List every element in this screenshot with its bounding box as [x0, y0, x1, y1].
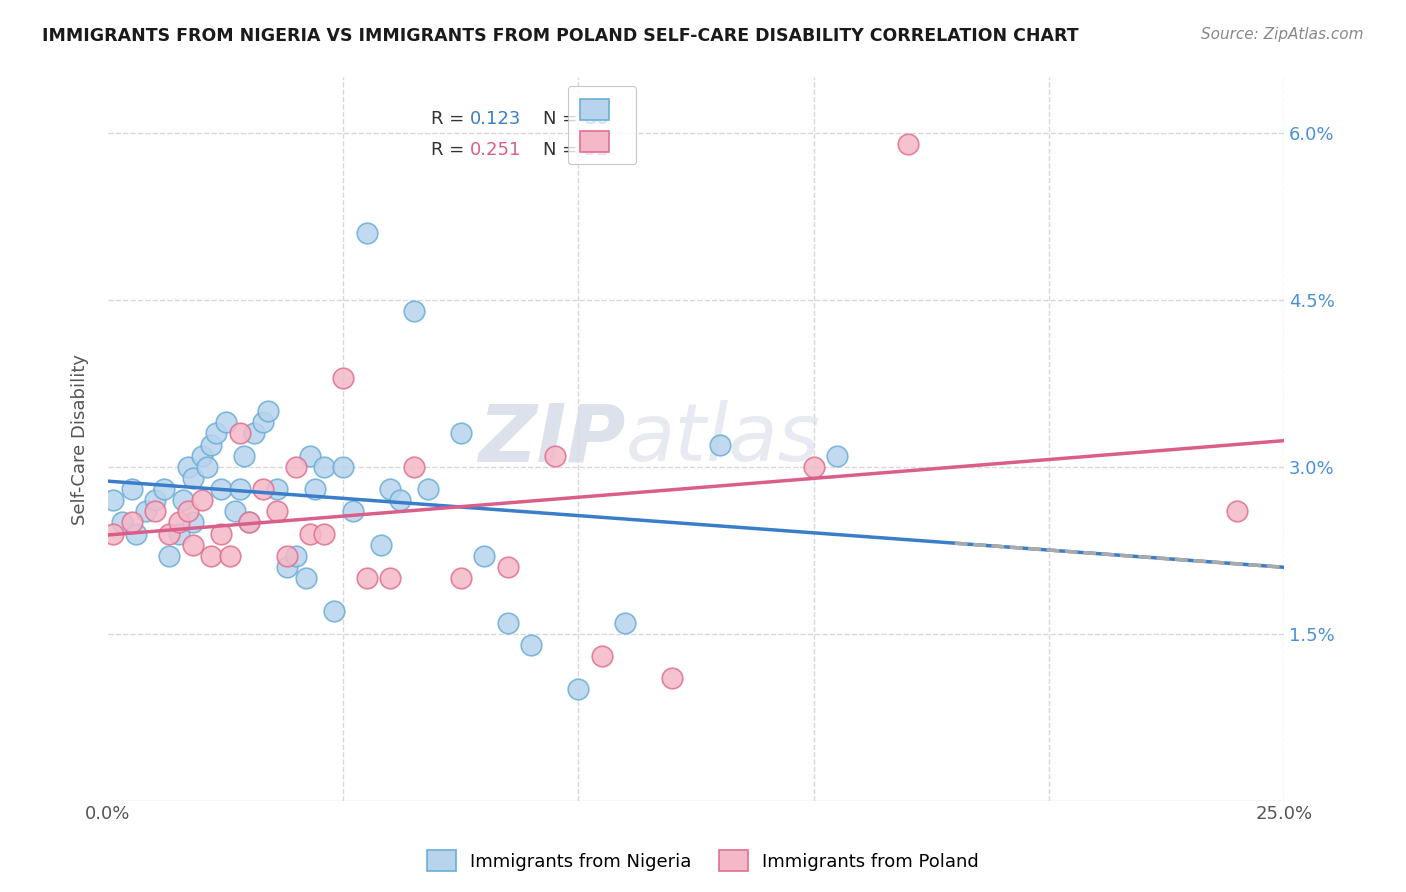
Point	[332, 459, 354, 474]
Point	[322, 605, 344, 619]
Point	[205, 426, 228, 441]
Point	[181, 516, 204, 530]
Legend: , : ,	[568, 87, 637, 164]
Point	[200, 437, 222, 451]
Point	[157, 549, 180, 563]
Point	[257, 404, 280, 418]
Point	[591, 648, 613, 663]
Point	[191, 449, 214, 463]
Point	[614, 615, 637, 630]
Point	[402, 459, 425, 474]
Point	[709, 437, 731, 451]
Point	[380, 571, 402, 585]
Point	[111, 516, 134, 530]
Point	[299, 526, 322, 541]
Point	[121, 516, 143, 530]
Point	[276, 549, 298, 563]
Point	[209, 526, 232, 541]
Point	[238, 516, 260, 530]
Point	[332, 371, 354, 385]
Point	[416, 482, 439, 496]
Text: 31: 31	[585, 141, 609, 159]
Point	[135, 504, 157, 518]
Y-axis label: Self-Care Disability: Self-Care Disability	[72, 353, 89, 524]
Point	[897, 137, 920, 152]
Text: IMMIGRANTS FROM NIGERIA VS IMMIGRANTS FROM POLAND SELF-CARE DISABILITY CORRELATI: IMMIGRANTS FROM NIGERIA VS IMMIGRANTS FR…	[42, 27, 1078, 45]
Point	[661, 671, 683, 685]
Text: R =: R =	[432, 111, 471, 128]
Point	[214, 415, 236, 429]
Point	[266, 482, 288, 496]
Point	[195, 459, 218, 474]
Point	[370, 538, 392, 552]
Point	[299, 449, 322, 463]
Point	[567, 682, 589, 697]
Point	[191, 493, 214, 508]
Point	[167, 526, 190, 541]
Point	[285, 459, 308, 474]
Point	[172, 493, 194, 508]
Point	[276, 560, 298, 574]
Text: N =: N =	[543, 111, 583, 128]
Point	[496, 615, 519, 630]
Point	[402, 304, 425, 318]
Point	[252, 482, 274, 496]
Point	[1226, 504, 1249, 518]
Point	[304, 482, 326, 496]
Point	[121, 482, 143, 496]
Point	[143, 493, 166, 508]
Text: Source: ZipAtlas.com: Source: ZipAtlas.com	[1201, 27, 1364, 42]
Point	[243, 426, 266, 441]
Point	[314, 526, 336, 541]
Point	[228, 426, 250, 441]
Text: atlas: atlas	[626, 400, 820, 478]
Point	[143, 504, 166, 518]
Point	[252, 415, 274, 429]
Point	[544, 449, 567, 463]
Point	[496, 560, 519, 574]
Point	[238, 516, 260, 530]
Point	[294, 571, 316, 585]
Point	[380, 482, 402, 496]
Point	[181, 471, 204, 485]
Point	[224, 504, 246, 518]
Text: 0.251: 0.251	[470, 141, 522, 159]
Point	[266, 504, 288, 518]
Point	[285, 549, 308, 563]
Point	[356, 571, 378, 585]
Point	[101, 493, 124, 508]
Point	[125, 526, 148, 541]
Point	[356, 226, 378, 240]
Point	[181, 538, 204, 552]
Point	[167, 516, 190, 530]
Point	[825, 449, 848, 463]
Text: ZIP: ZIP	[478, 400, 626, 478]
Point	[803, 459, 825, 474]
Point	[157, 526, 180, 541]
Text: R =: R =	[432, 141, 471, 159]
Point	[233, 449, 256, 463]
Point	[219, 549, 242, 563]
Point	[342, 504, 364, 518]
Point	[388, 493, 411, 508]
Legend: Immigrants from Nigeria, Immigrants from Poland: Immigrants from Nigeria, Immigrants from…	[420, 843, 986, 879]
Point	[228, 482, 250, 496]
Point	[209, 482, 232, 496]
Point	[177, 459, 200, 474]
Point	[450, 571, 472, 585]
Point	[153, 482, 176, 496]
Text: 50: 50	[585, 111, 609, 128]
Point	[450, 426, 472, 441]
Point	[314, 459, 336, 474]
Text: 0.123: 0.123	[470, 111, 522, 128]
Point	[177, 504, 200, 518]
Point	[520, 638, 543, 652]
Point	[200, 549, 222, 563]
Text: N =: N =	[543, 141, 583, 159]
Point	[101, 526, 124, 541]
Point	[472, 549, 495, 563]
